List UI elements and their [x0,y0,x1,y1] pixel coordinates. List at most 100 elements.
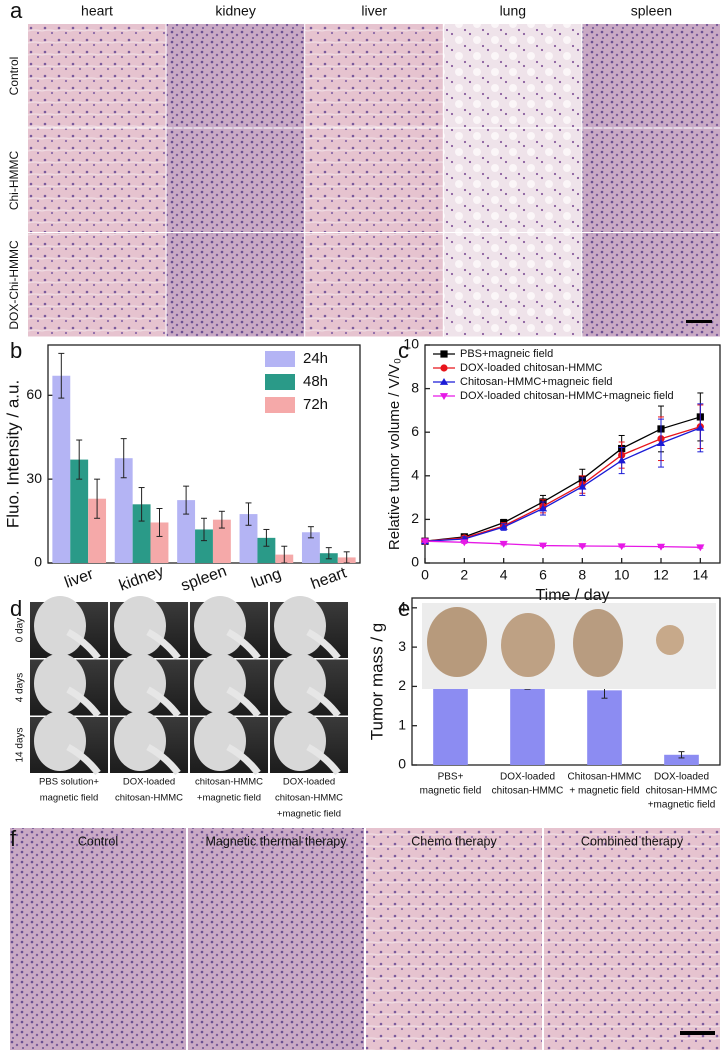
bar [150,522,169,563]
tissue-image [443,128,582,232]
tissue-image [305,128,443,232]
error-bar [245,502,252,526]
y-tick-label: 4 [411,467,419,483]
mouse-body [114,653,166,714]
legend-swatch [265,374,295,390]
series-line [424,540,701,548]
y-axis-label: Fluo. Intensity / a.u. [3,380,22,528]
tumor-photo-inset [422,603,716,689]
column-label: +magnetic field [197,793,261,804]
tissue-image [166,128,305,232]
y-tick-label: 2 [411,510,419,526]
mouse-leg [66,686,101,718]
image-label: Chemo therapy [411,834,497,848]
error-bar [76,439,83,480]
legend-label: 24h [303,350,328,367]
x-tick-label: 4 [500,567,508,583]
series-line [424,426,701,542]
mouse-body [194,711,246,771]
y-tick-label: 0 [398,756,406,772]
mouse-leg [226,628,261,661]
marker [696,544,705,552]
x-tick-label: liver [62,566,96,592]
marker [439,393,449,400]
marker [617,543,626,551]
marker [538,542,548,550]
mouse-body [114,596,166,656]
mouse-body [274,653,326,714]
y-tick-label: 30 [26,470,42,486]
column-label: magnetic field [40,793,99,804]
x-tick-label: spleen [179,563,229,595]
image-label: Magnetic thermal therapy [205,834,347,848]
marker [656,543,666,551]
series-line [424,427,701,542]
row-label: Chi-HMMC [7,151,21,211]
tissue-image [10,828,186,1050]
column-label: DOX-loaded [283,777,335,788]
marker [499,540,508,548]
column-label: +magnetic field [277,809,341,820]
marker [656,439,666,446]
tissue-image [305,24,443,128]
error-bar [307,526,314,539]
y-axis-label: Tumor mass / g [367,623,386,740]
mouse-leg [66,743,101,776]
x-tick-label: kidney [117,563,166,595]
marker [460,539,469,547]
marker [439,378,449,385]
tissue-image [166,233,305,337]
column-header: lung [500,3,526,19]
mouse-leg [146,743,181,776]
bar [114,458,133,563]
mouse-leg [226,743,261,776]
x-tick-label: chitosan-HMMC [492,786,564,797]
bar [587,690,622,765]
tumor-photo [427,607,487,677]
tissue-image [166,24,305,128]
column-header: kidney [215,3,255,19]
column-header: heart [81,3,113,19]
legend-label: 72h [303,396,328,413]
tissue-image [188,828,364,1050]
x-tick-label: +magnetic field [648,800,716,811]
tissue-image [443,233,582,337]
x-tick-label: magnetic field [420,786,482,797]
y-tick-label: 8 [411,379,419,395]
y-tick-label: 3 [398,638,406,654]
marker [420,538,430,546]
mouse-body [114,711,166,771]
marker [538,504,548,512]
bar [88,498,107,563]
mouse-body [274,711,326,771]
legend-label: DOX-loaded chitosan-HMMC+magneic field [460,390,674,402]
tumor-photo [573,609,623,677]
panel-label: d [10,596,22,621]
image-label: Combined therapy [581,834,684,848]
x-tick-label: 0 [421,567,429,583]
legend-swatch [265,351,295,367]
row-label: Control [7,57,21,96]
marker [578,482,587,490]
x-tick-label: 14 [693,567,709,583]
column-label: chitosan-HMMC [115,793,183,804]
error-bar [263,528,270,547]
error-bar [94,478,101,519]
mouse-body [34,653,86,714]
mouse-leg [306,686,341,718]
x-tick-label: 6 [539,567,547,583]
mouse-body [34,596,86,656]
marker [440,350,448,358]
error-bar [218,510,225,529]
mouse-body [194,596,246,656]
tissue-image [28,128,166,232]
y-tick-label: 4 [398,599,406,615]
mouse-body [194,653,246,714]
y-tick-label: 0 [34,554,42,570]
bar [239,514,258,563]
tumor-photo [501,613,555,677]
panel-label: b [10,338,22,363]
bar [177,500,196,563]
plot-frame [411,597,721,766]
